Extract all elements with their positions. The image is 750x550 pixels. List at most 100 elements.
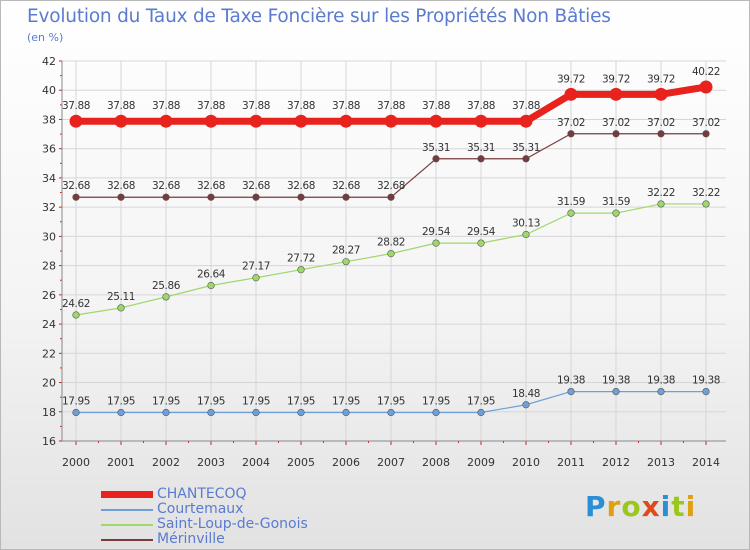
- x-tick-label: 2007: [377, 456, 405, 469]
- logo-letter: o: [621, 490, 642, 523]
- data-label-courtemaux: 19.38: [692, 375, 720, 387]
- y-tick-label: 40: [42, 84, 56, 97]
- data-point-merinville: [522, 155, 530, 163]
- data-point-merinville: [477, 155, 485, 163]
- logo-letter: r: [606, 490, 622, 523]
- data-point-merinville: [567, 130, 575, 138]
- data-label-merinville: 35.31: [422, 142, 450, 154]
- legend-label: CHANTECOQ: [157, 486, 247, 502]
- legend-swatch: [101, 491, 153, 498]
- data-label-courtemaux: 17.95: [107, 396, 135, 408]
- data-point-merinville: [387, 193, 395, 201]
- data-label-courtemaux: 17.95: [287, 396, 315, 408]
- legend-item-courtemaux: Courtemaux: [101, 502, 308, 517]
- data-label-chantecoq: 37.88: [467, 100, 495, 112]
- data-point-saint-loup-de-gonois: [117, 304, 125, 312]
- data-label-chantecoq: 37.88: [62, 100, 90, 112]
- data-point-merinville: [342, 193, 350, 201]
- data-point-merinville: [162, 193, 170, 201]
- y-tick-label: 16: [42, 435, 56, 448]
- data-point-saint-loup-de-gonois: [432, 239, 440, 247]
- y-tick-label: 38: [42, 113, 56, 126]
- y-tick-label: 18: [42, 406, 56, 419]
- data-label-saint-loup-de-gonois: 31.59: [602, 196, 630, 208]
- data-label-courtemaux: 19.38: [602, 375, 630, 387]
- data-label-saint-loup-de-gonois: 25.86: [152, 280, 181, 292]
- legend-item-merinville: Mérinville: [101, 532, 308, 547]
- data-point-chantecoq: [384, 114, 398, 128]
- data-label-chantecoq: 37.88: [332, 100, 360, 112]
- x-tick-label: 2003: [197, 456, 225, 469]
- data-point-saint-loup-de-gonois: [207, 281, 215, 290]
- data-label-merinville: 37.02: [692, 117, 720, 129]
- data-label-courtemaux: 17.95: [467, 396, 495, 408]
- data-point-saint-loup-de-gonois: [522, 230, 530, 239]
- data-label-courtemaux: 17.95: [422, 396, 450, 408]
- data-label-courtemaux: 18.48: [512, 388, 540, 400]
- data-point-courtemaux: [657, 388, 665, 396]
- data-point-merinville: [702, 130, 710, 138]
- data-label-merinville: 37.02: [602, 117, 630, 129]
- data-label-merinville: 37.02: [647, 117, 675, 129]
- data-point-merinville: [432, 155, 440, 163]
- logo-letter: i: [685, 490, 697, 523]
- data-label-chantecoq: 37.88: [377, 100, 405, 112]
- data-label-saint-loup-de-gonois: 32.22: [692, 187, 720, 199]
- x-tick-label: 2000: [62, 456, 90, 469]
- data-point-chantecoq: [339, 114, 353, 128]
- data-point-merinville: [657, 130, 665, 138]
- data-label-saint-loup-de-gonois: 28.27: [332, 245, 360, 257]
- data-point-chantecoq: [564, 87, 578, 101]
- data-label-merinville: 35.31: [512, 142, 540, 154]
- data-point-chantecoq: [294, 114, 308, 128]
- data-label-courtemaux: 17.95: [62, 396, 90, 408]
- data-point-saint-loup-de-gonois: [477, 239, 485, 247]
- data-point-chantecoq: [609, 87, 623, 101]
- data-point-chantecoq: [429, 114, 443, 128]
- unit-label: (en %): [27, 31, 64, 44]
- data-point-chantecoq: [114, 114, 128, 128]
- data-label-saint-loup-de-gonois: 32.22: [647, 187, 675, 199]
- data-label-courtemaux: 19.38: [647, 375, 675, 387]
- data-label-courtemaux: 17.95: [152, 396, 180, 408]
- y-tick-label: 24: [42, 318, 56, 331]
- x-tick-label: 2011: [557, 456, 585, 469]
- data-point-courtemaux: [342, 408, 350, 417]
- data-point-chantecoq: [249, 114, 263, 128]
- data-label-courtemaux: 17.95: [197, 396, 225, 408]
- y-tick-label: 30: [42, 230, 56, 243]
- x-tick-label: 2009: [467, 456, 495, 469]
- x-tick-label: 2014: [692, 456, 720, 469]
- data-point-saint-loup-de-gonois: [297, 266, 305, 274]
- chart-legend: CHANTECOQ Courtemaux Saint-Loup-de-Gonois M…: [101, 487, 308, 547]
- data-label-chantecoq: 39.72: [602, 73, 630, 85]
- data-label-courtemaux: 17.95: [377, 396, 405, 408]
- data-point-courtemaux: [252, 408, 260, 417]
- data-label-saint-loup-de-gonois: 25.11: [107, 291, 135, 303]
- data-point-courtemaux: [117, 408, 125, 417]
- data-label-merinville: 32.68: [242, 180, 270, 192]
- data-label-chantecoq: 37.88: [512, 100, 540, 112]
- data-label-chantecoq: 39.72: [557, 73, 585, 85]
- data-label-saint-loup-de-gonois: 27.72: [287, 253, 315, 265]
- data-point-saint-loup-de-gonois: [72, 311, 80, 319]
- data-point-saint-loup-de-gonois: [162, 293, 170, 301]
- data-label-merinville: 32.68: [62, 180, 90, 192]
- data-label-merinville: 32.68: [377, 180, 405, 192]
- data-point-courtemaux: [702, 388, 710, 396]
- data-point-chantecoq: [69, 114, 83, 128]
- data-point-courtemaux: [432, 408, 440, 417]
- data-label-merinville: 32.68: [287, 180, 315, 192]
- data-point-courtemaux: [522, 401, 530, 409]
- x-tick-label: 2013: [647, 456, 675, 469]
- y-tick-label: 28: [42, 260, 56, 273]
- data-label-saint-loup-de-gonois: 27.17: [242, 261, 270, 273]
- data-point-merinville: [252, 193, 260, 201]
- data-label-merinville: 32.68: [107, 180, 135, 192]
- x-tick-label: 2012: [602, 456, 630, 469]
- data-label-merinville: 32.68: [152, 180, 180, 192]
- x-tick-label: 2010: [512, 456, 540, 469]
- data-label-chantecoq: 39.72: [647, 73, 675, 85]
- data-label-chantecoq: 37.88: [197, 100, 225, 112]
